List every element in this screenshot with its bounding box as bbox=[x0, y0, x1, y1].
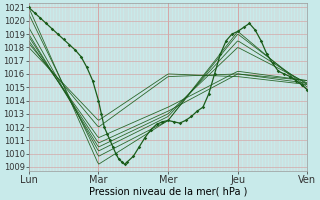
X-axis label: Pression niveau de la mer( hPa ): Pression niveau de la mer( hPa ) bbox=[89, 187, 247, 197]
